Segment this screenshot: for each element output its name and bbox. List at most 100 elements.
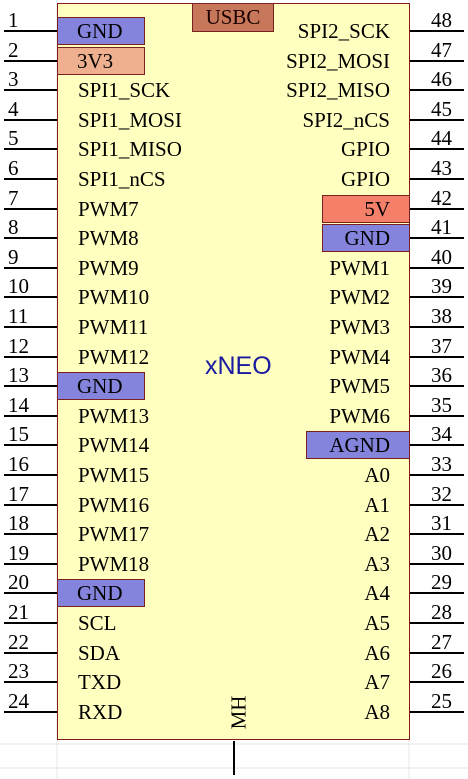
right-pin-line[interactable]: [410, 266, 464, 269]
right-pin-line[interactable]: [410, 444, 464, 447]
right-pin-label: GPIO: [340, 167, 390, 191]
left-pin-number: 13: [8, 363, 29, 388]
right-pin-label: A5: [364, 611, 390, 635]
right-pin-label: A0: [364, 463, 390, 487]
right-pin-number: 39: [431, 274, 452, 299]
mount-hole-label: MH: [226, 695, 251, 730]
left-pin-line[interactable]: [4, 118, 57, 121]
right-pin-line[interactable]: [410, 207, 464, 210]
right-pin-line[interactable]: [410, 118, 464, 121]
left-pin-line[interactable]: [4, 474, 57, 476]
left-pin-label: PWM11: [78, 315, 149, 339]
right-pin-line[interactable]: [410, 296, 464, 299]
right-pin-label: GND: [322, 224, 410, 253]
left-pin-line[interactable]: [4, 355, 57, 358]
left-pin-line[interactable]: [4, 207, 57, 210]
left-pin-label: PWM14: [78, 433, 150, 458]
left-pin-label: SPI1_SCK: [78, 78, 171, 103]
right-pin-line[interactable]: [410, 30, 464, 32]
right-pin-label: GPIO: [340, 137, 390, 162]
right-pin-line[interactable]: [410, 178, 464, 180]
left-pin-line[interactable]: [4, 30, 57, 32]
right-pin-line[interactable]: [410, 59, 464, 62]
left-pin-label: GND: [57, 17, 145, 45]
left-pin-label: PWM18: [78, 551, 150, 576]
left-pin-line[interactable]: [4, 651, 57, 654]
right-pin-label: A7: [364, 670, 390, 695]
left-pin-label: PWM17: [78, 522, 150, 547]
right-pin-line[interactable]: [410, 237, 464, 240]
right-pin-line[interactable]: [410, 533, 464, 536]
right-pin-number: 27: [431, 629, 452, 654]
right-pin-number: 25: [431, 688, 452, 713]
left-pin-label: PWM10: [78, 285, 150, 310]
left-pin-number: 21: [8, 600, 29, 624]
left-pin-line[interactable]: [4, 178, 57, 180]
left-pin-number: 11: [8, 304, 29, 328]
left-pin-label: SPI1_nCS: [78, 167, 166, 191]
right-pin-number: 38: [431, 304, 452, 328]
left-pin-number: 17: [8, 481, 29, 506]
right-pin-line[interactable]: [410, 474, 464, 476]
left-pin-line[interactable]: [4, 326, 57, 328]
left-pin-line[interactable]: [4, 622, 57, 624]
right-pin-label: SPI2_MOSI: [286, 48, 390, 73]
right-pin-label: 5V: [322, 194, 410, 223]
right-pin-line[interactable]: [410, 503, 464, 506]
right-pin-label: A3: [364, 551, 390, 576]
right-pin-number: 28: [431, 600, 452, 624]
right-pin-number: 32: [431, 481, 452, 506]
right-pin-label: AGND: [306, 431, 410, 460]
left-pin-line[interactable]: [4, 89, 57, 92]
right-pin-line[interactable]: [410, 681, 464, 684]
right-pin-label: A2: [364, 522, 390, 547]
left-pin-line[interactable]: [4, 59, 57, 62]
right-pin-line[interactable]: [410, 622, 464, 624]
left-pin-line[interactable]: [4, 148, 57, 151]
right-pin-line[interactable]: [410, 148, 464, 151]
right-pin-number: 40: [431, 244, 452, 269]
right-pin-line[interactable]: [410, 326, 464, 328]
left-pin-label: GND: [57, 579, 145, 608]
right-pin-label: PWM5: [329, 374, 390, 399]
left-pin-line[interactable]: [4, 385, 57, 388]
right-pin-line[interactable]: [410, 414, 464, 417]
left-pin-number: 4: [8, 96, 19, 121]
component-body[interactable]: [57, 3, 410, 740]
left-pin-number: 24: [8, 688, 29, 713]
left-pin-line[interactable]: [4, 533, 57, 536]
right-pin-line[interactable]: [410, 89, 464, 92]
left-pin-number: 1: [8, 8, 19, 32]
left-pin-line[interactable]: [4, 266, 57, 269]
right-pin-number: 36: [431, 363, 452, 388]
left-pin-number: 15: [8, 422, 29, 447]
left-pin-number: 14: [8, 392, 29, 417]
right-pin-label: A8: [364, 699, 390, 724]
right-pin-label: A6: [364, 640, 390, 665]
left-pin-line[interactable]: [4, 237, 57, 240]
right-pin-number: 37: [431, 333, 452, 358]
left-pin-line[interactable]: [4, 503, 57, 506]
left-pin-label: GND: [57, 372, 145, 401]
left-pin-line[interactable]: [4, 296, 57, 299]
left-pin-line[interactable]: [4, 710, 57, 713]
left-pin-label: SPI1_MOSI: [78, 107, 182, 132]
left-pin-number: 6: [8, 156, 19, 180]
right-pin-number: 33: [431, 452, 452, 476]
right-pin-number: 42: [431, 185, 452, 210]
left-pin-line[interactable]: [4, 562, 57, 565]
right-pin-line[interactable]: [410, 651, 464, 654]
left-pin-line[interactable]: [4, 444, 57, 447]
right-pin-number: 43: [431, 156, 452, 180]
right-pin-number: 45: [431, 96, 452, 121]
right-pin-label: PWM3: [329, 315, 390, 339]
right-pin-line[interactable]: [410, 562, 464, 565]
right-pin-line[interactable]: [410, 592, 464, 595]
left-pin-label: PWM12: [78, 344, 150, 369]
left-pin-line[interactable]: [4, 681, 57, 684]
left-pin-line[interactable]: [4, 592, 57, 595]
left-pin-line[interactable]: [4, 414, 57, 417]
right-pin-line[interactable]: [410, 385, 464, 388]
right-pin-line[interactable]: [410, 710, 464, 713]
right-pin-line[interactable]: [410, 355, 464, 358]
